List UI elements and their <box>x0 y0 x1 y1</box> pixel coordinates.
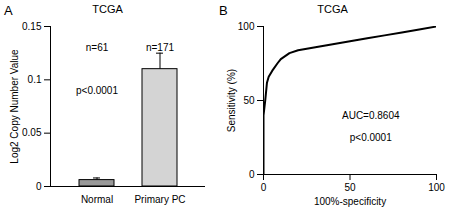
html-text:B: B <box>219 3 228 18</box>
html-text:TCGA: TCGA <box>317 3 348 15</box>
svg-text:n=171: n=171 <box>146 42 175 53</box>
svg-text:Log2 Copy Number Value: Log2 Copy Number Value <box>9 49 20 164</box>
svg-text:0: 0 <box>261 182 267 193</box>
svg-text:p<0.0001: p<0.0001 <box>350 132 392 143</box>
svg-text:50: 50 <box>243 95 255 106</box>
svg-text:Normal: Normal <box>81 194 113 205</box>
svg-text:100%-specificity: 100%-specificity <box>314 196 386 207</box>
svg-text:0.05: 0.05 <box>22 127 42 138</box>
svg-text:p<0.0001: p<0.0001 <box>76 85 118 96</box>
svg-text:0: 0 <box>36 181 42 192</box>
svg-text:50: 50 <box>344 182 356 193</box>
html-text:A: A <box>4 3 13 18</box>
svg-text:Sensitivity (%): Sensitivity (%) <box>226 69 237 132</box>
svg-text:n=61: n=61 <box>86 42 109 53</box>
svg-text:0: 0 <box>249 169 255 180</box>
svg-text:Primary PC: Primary PC <box>134 194 185 205</box>
svg-text:0.1: 0.1 <box>28 74 42 85</box>
svg-text:100: 100 <box>428 182 445 193</box>
svg-text:AUC=0.8604: AUC=0.8604 <box>342 110 400 121</box>
svg-text:100: 100 <box>238 21 255 32</box>
html-text:TCGA: TCGA <box>92 3 123 15</box>
svg-text:0.15: 0.15 <box>22 21 42 32</box>
